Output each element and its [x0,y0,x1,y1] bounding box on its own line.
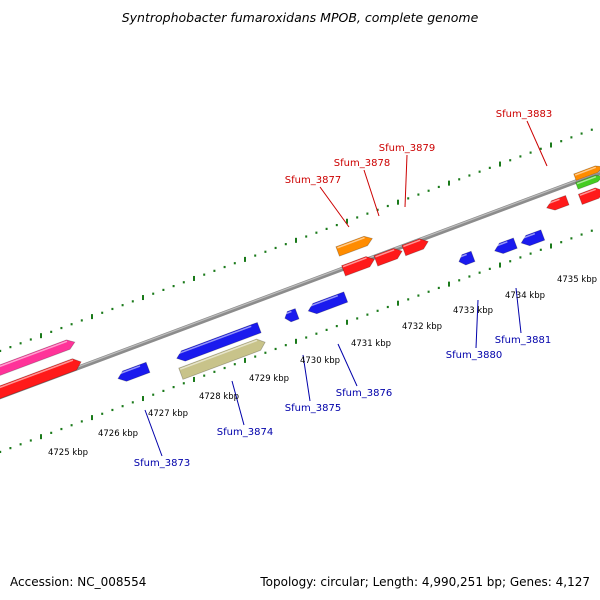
gene-body [373,247,403,267]
leader-sfum-3879 [404,154,408,208]
kbp-label: 4729 kbp [249,374,289,384]
gene-body [176,321,262,362]
gene-3873 [117,361,151,382]
label-leader-lines [144,120,548,457]
gene-body [178,338,266,380]
gene-red-left [0,358,82,401]
gene-body [0,358,82,401]
backbone-line [0,170,600,400]
gene-body [117,361,151,382]
gene-3881-a [493,237,518,254]
label-sfum-3874: Sfum_3874 [217,427,273,438]
gene-green-3883 [575,174,600,190]
label-sfum-3879: Sfum_3879 [379,143,435,154]
gene-red-3878 [373,247,403,267]
backbone-highlight [0,170,600,397]
gene-body [458,250,476,266]
gene-pink [0,339,76,378]
gene-shine [579,188,597,196]
gene-shine [117,365,141,376]
gene-shine [0,340,68,369]
kbp-label: 4732 kbp [402,322,442,332]
gene-body [307,291,349,315]
gene-shine [576,175,597,185]
label-sfum-3883: Sfum_3883 [496,109,552,120]
gene-body [546,194,570,211]
gene-body [520,229,546,247]
accession-text: Accession: NC_008554 [10,575,146,589]
kbp-label: 4728 kbp [199,392,239,402]
gene-red-3883 [577,187,600,206]
gene-red-3879 [401,238,429,257]
label-sfum-3880: Sfum_3880 [446,350,502,361]
gene-shine [0,359,74,391]
gene-shine [458,253,467,259]
gene-body [284,308,300,323]
label-sfum-3875: Sfum_3875 [285,403,341,414]
gene-body [335,235,373,257]
leader-sfum-3880 [475,299,479,349]
gene-body [494,237,518,254]
gene-red-3882 [546,194,570,211]
leader-sfum-3873 [144,409,163,457]
gene-body [575,174,600,190]
gene-3880 [458,250,476,266]
leader-sfum-3874 [231,380,245,426]
kbp-label: 4731 kbp [351,339,391,349]
kbp-label: 4726 kbp [98,429,138,439]
gene-features [0,165,600,401]
reverse-tick-track [0,229,593,454]
gene-shine [546,198,560,205]
gene-shine [176,325,252,356]
leader-sfum-3877 [319,186,350,228]
kbp-label: 4735 kbp [557,275,597,285]
gene-3874-blue [176,321,262,362]
leader-sfum-3875 [302,354,311,402]
kbp-label: 4727 kbp [148,409,188,419]
gene-body [577,187,600,206]
gene-body [573,165,600,182]
genome-backbone [0,170,600,400]
gene-labels: Sfum_3877 Sfum_3878 Sfum_3879 Sfum_3883 Sfum… [134,109,552,469]
gene-orange-3883 [573,165,600,182]
kbp-label: 4730 kbp [300,356,340,366]
gene-3881-b [520,229,546,247]
gene-shine [375,249,395,258]
gene-body [341,256,376,277]
label-sfum-3876: Sfum_3876 [336,388,392,399]
gene-3876 [307,291,349,315]
gene-shine [337,236,365,249]
gene-shine [342,257,367,268]
leader-sfum-3878 [363,169,380,217]
gene-shine [574,166,597,176]
kbp-label: 4734 kbp [505,291,545,301]
label-sfum-3878: Sfum_3878 [334,158,390,169]
leader-sfum-3883 [526,120,548,167]
gene-shine [284,310,292,315]
kbp-label: 4725 kbp [48,448,88,458]
gene-shine [307,294,339,308]
gene-3875 [284,308,300,323]
leader-sfum-3876 [337,343,358,387]
gene-3874-khaki [178,338,266,380]
gene-shine [179,339,258,370]
map-title: Syntrophobacter fumaroxidans MPOB, compl… [122,10,479,25]
gene-shine [403,239,421,248]
kbp-tick-labels: 4725 kbp 4726 kbp 4727 kbp 4728 kbp 4729 kbp… [48,275,597,458]
kbp-label: 4733 kbp [453,306,493,316]
gene-shine [493,241,508,248]
gene-red-3877 [341,256,376,277]
topology-text: Topology: circular; Length: 4,990,251 bp… [259,575,590,589]
gene-shine [520,232,536,240]
leader-sfum-3881 [515,287,522,334]
gene-orange-3877 [335,235,373,257]
label-sfum-3873: Sfum_3873 [134,458,190,469]
gene-body [0,339,76,378]
label-sfum-3877: Sfum_3877 [285,175,341,186]
gene-body [401,238,429,257]
label-sfum-3881: Sfum_3881 [495,335,551,346]
